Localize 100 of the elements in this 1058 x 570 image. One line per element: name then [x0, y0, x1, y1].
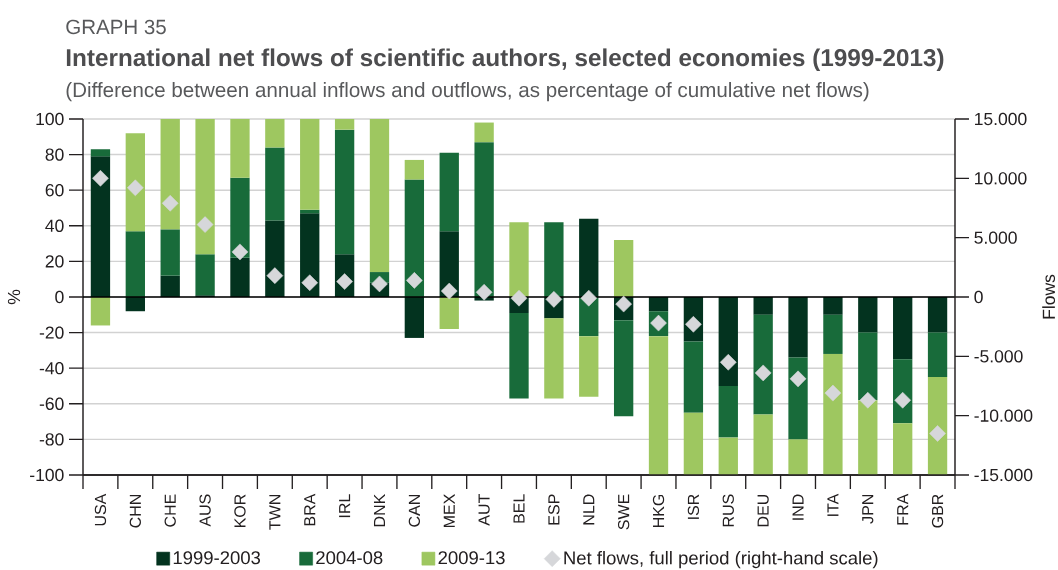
bar: [788, 357, 808, 440]
bar: [683, 341, 704, 413]
point: [510, 289, 528, 307]
point: [859, 391, 877, 409]
y-tick-label: 60: [45, 184, 64, 197]
point: [685, 316, 702, 333]
x-tick-label: NLD: [583, 494, 595, 525]
x-tick-label: TWN: [269, 495, 281, 530]
x-tick-label: CHN: [129, 495, 141, 528]
bar: [753, 414, 773, 475]
bar: [125, 231, 145, 297]
y2-tick-label: 10.000: [975, 172, 1027, 185]
bar: [265, 118, 285, 148]
y2-tick-label: -10.000: [974, 409, 1033, 422]
y2-tick-label: 0: [974, 290, 983, 304]
x-tick-label: BEL: [513, 494, 525, 523]
bar: [544, 222, 564, 297]
bar: [334, 118, 355, 130]
bar: [474, 142, 494, 297]
y-tick-label: 0: [55, 290, 64, 304]
point: [231, 243, 249, 261]
bar: [439, 296, 459, 330]
bar: [300, 118, 320, 210]
x-tick-label: USA: [94, 493, 107, 526]
point: [650, 314, 667, 332]
bar: [195, 254, 215, 296]
bar: [648, 336, 669, 475]
x-tick-label: HKG: [652, 494, 665, 528]
bar: [404, 159, 425, 180]
x-tick-label: CHE: [164, 494, 176, 527]
x-tick-label: JPN: [862, 495, 874, 524]
bar: [265, 147, 285, 221]
point: [196, 216, 214, 233]
point: [440, 282, 458, 300]
y2-axis-title: Flows: [1042, 274, 1056, 319]
point: [475, 283, 493, 301]
bar: [927, 332, 948, 378]
x-tick-label: RUS: [722, 494, 734, 527]
x-tick-label: CAN: [408, 495, 421, 527]
bar: [90, 156, 111, 297]
point: [406, 272, 423, 289]
bar: [160, 118, 180, 230]
bar: [160, 275, 180, 297]
bar: [369, 118, 390, 273]
y2-tick-label: 15.000: [975, 112, 1027, 126]
x-tick-label: AUS: [199, 494, 211, 527]
bar: [718, 385, 738, 438]
bar: [718, 437, 738, 475]
bar: [718, 296, 738, 386]
y-tick-label: 100: [36, 112, 64, 126]
bar: [474, 122, 494, 143]
bar: [195, 118, 215, 255]
x-tick-label: KOR: [234, 494, 246, 528]
x-tick-label: IRL: [339, 494, 351, 518]
x-tick-label: FRA: [897, 493, 909, 525]
bar: [439, 152, 459, 232]
bar: [334, 129, 355, 255]
bar: [613, 320, 634, 417]
legend-label: Net flows, full period (right-hand scale): [564, 550, 878, 569]
point: [754, 364, 772, 382]
bar: [858, 400, 878, 475]
bar: [788, 296, 808, 358]
bar: [160, 229, 180, 276]
legend-label: 2009-13: [438, 551, 505, 565]
point: [161, 194, 179, 212]
bar: [404, 296, 425, 338]
y-tick-label: -60: [39, 397, 64, 410]
legend-label: 1999-2003: [173, 551, 261, 565]
bar: [648, 296, 669, 312]
x-tick-label: ITA: [827, 493, 839, 516]
chart-subtitle: (Difference between annual inflows and outflows, as percentage of cumulative net flows): [66, 82, 869, 102]
x-tick-label: IND: [792, 494, 804, 520]
bar: [927, 377, 948, 475]
bar: [230, 118, 250, 178]
y-tick-label: -80: [39, 433, 64, 446]
x-tick-label: MEX: [443, 494, 455, 528]
bar: [753, 296, 773, 315]
point: [127, 179, 144, 197]
y-tick-label: 80: [45, 148, 64, 161]
bar: [544, 318, 564, 399]
point: [824, 384, 842, 402]
bar: [683, 412, 704, 475]
bar: [613, 240, 634, 297]
x-tick-label: DNK: [373, 493, 385, 527]
point: [336, 273, 353, 290]
bar: [788, 439, 808, 475]
bar: [893, 423, 913, 475]
point: [545, 291, 563, 308]
bar: [90, 296, 111, 326]
point: [894, 391, 911, 409]
bar: [893, 296, 913, 360]
y-tick-label: -20: [39, 326, 64, 339]
y2-tick-label: -5.000: [974, 350, 1023, 363]
y-tick-label: -40: [39, 362, 64, 375]
bar: [858, 296, 878, 333]
point: [720, 353, 737, 371]
bar: [125, 133, 145, 232]
bar: [90, 149, 111, 157]
y2-tick-label: -15.000: [974, 468, 1033, 482]
point: [929, 425, 946, 442]
